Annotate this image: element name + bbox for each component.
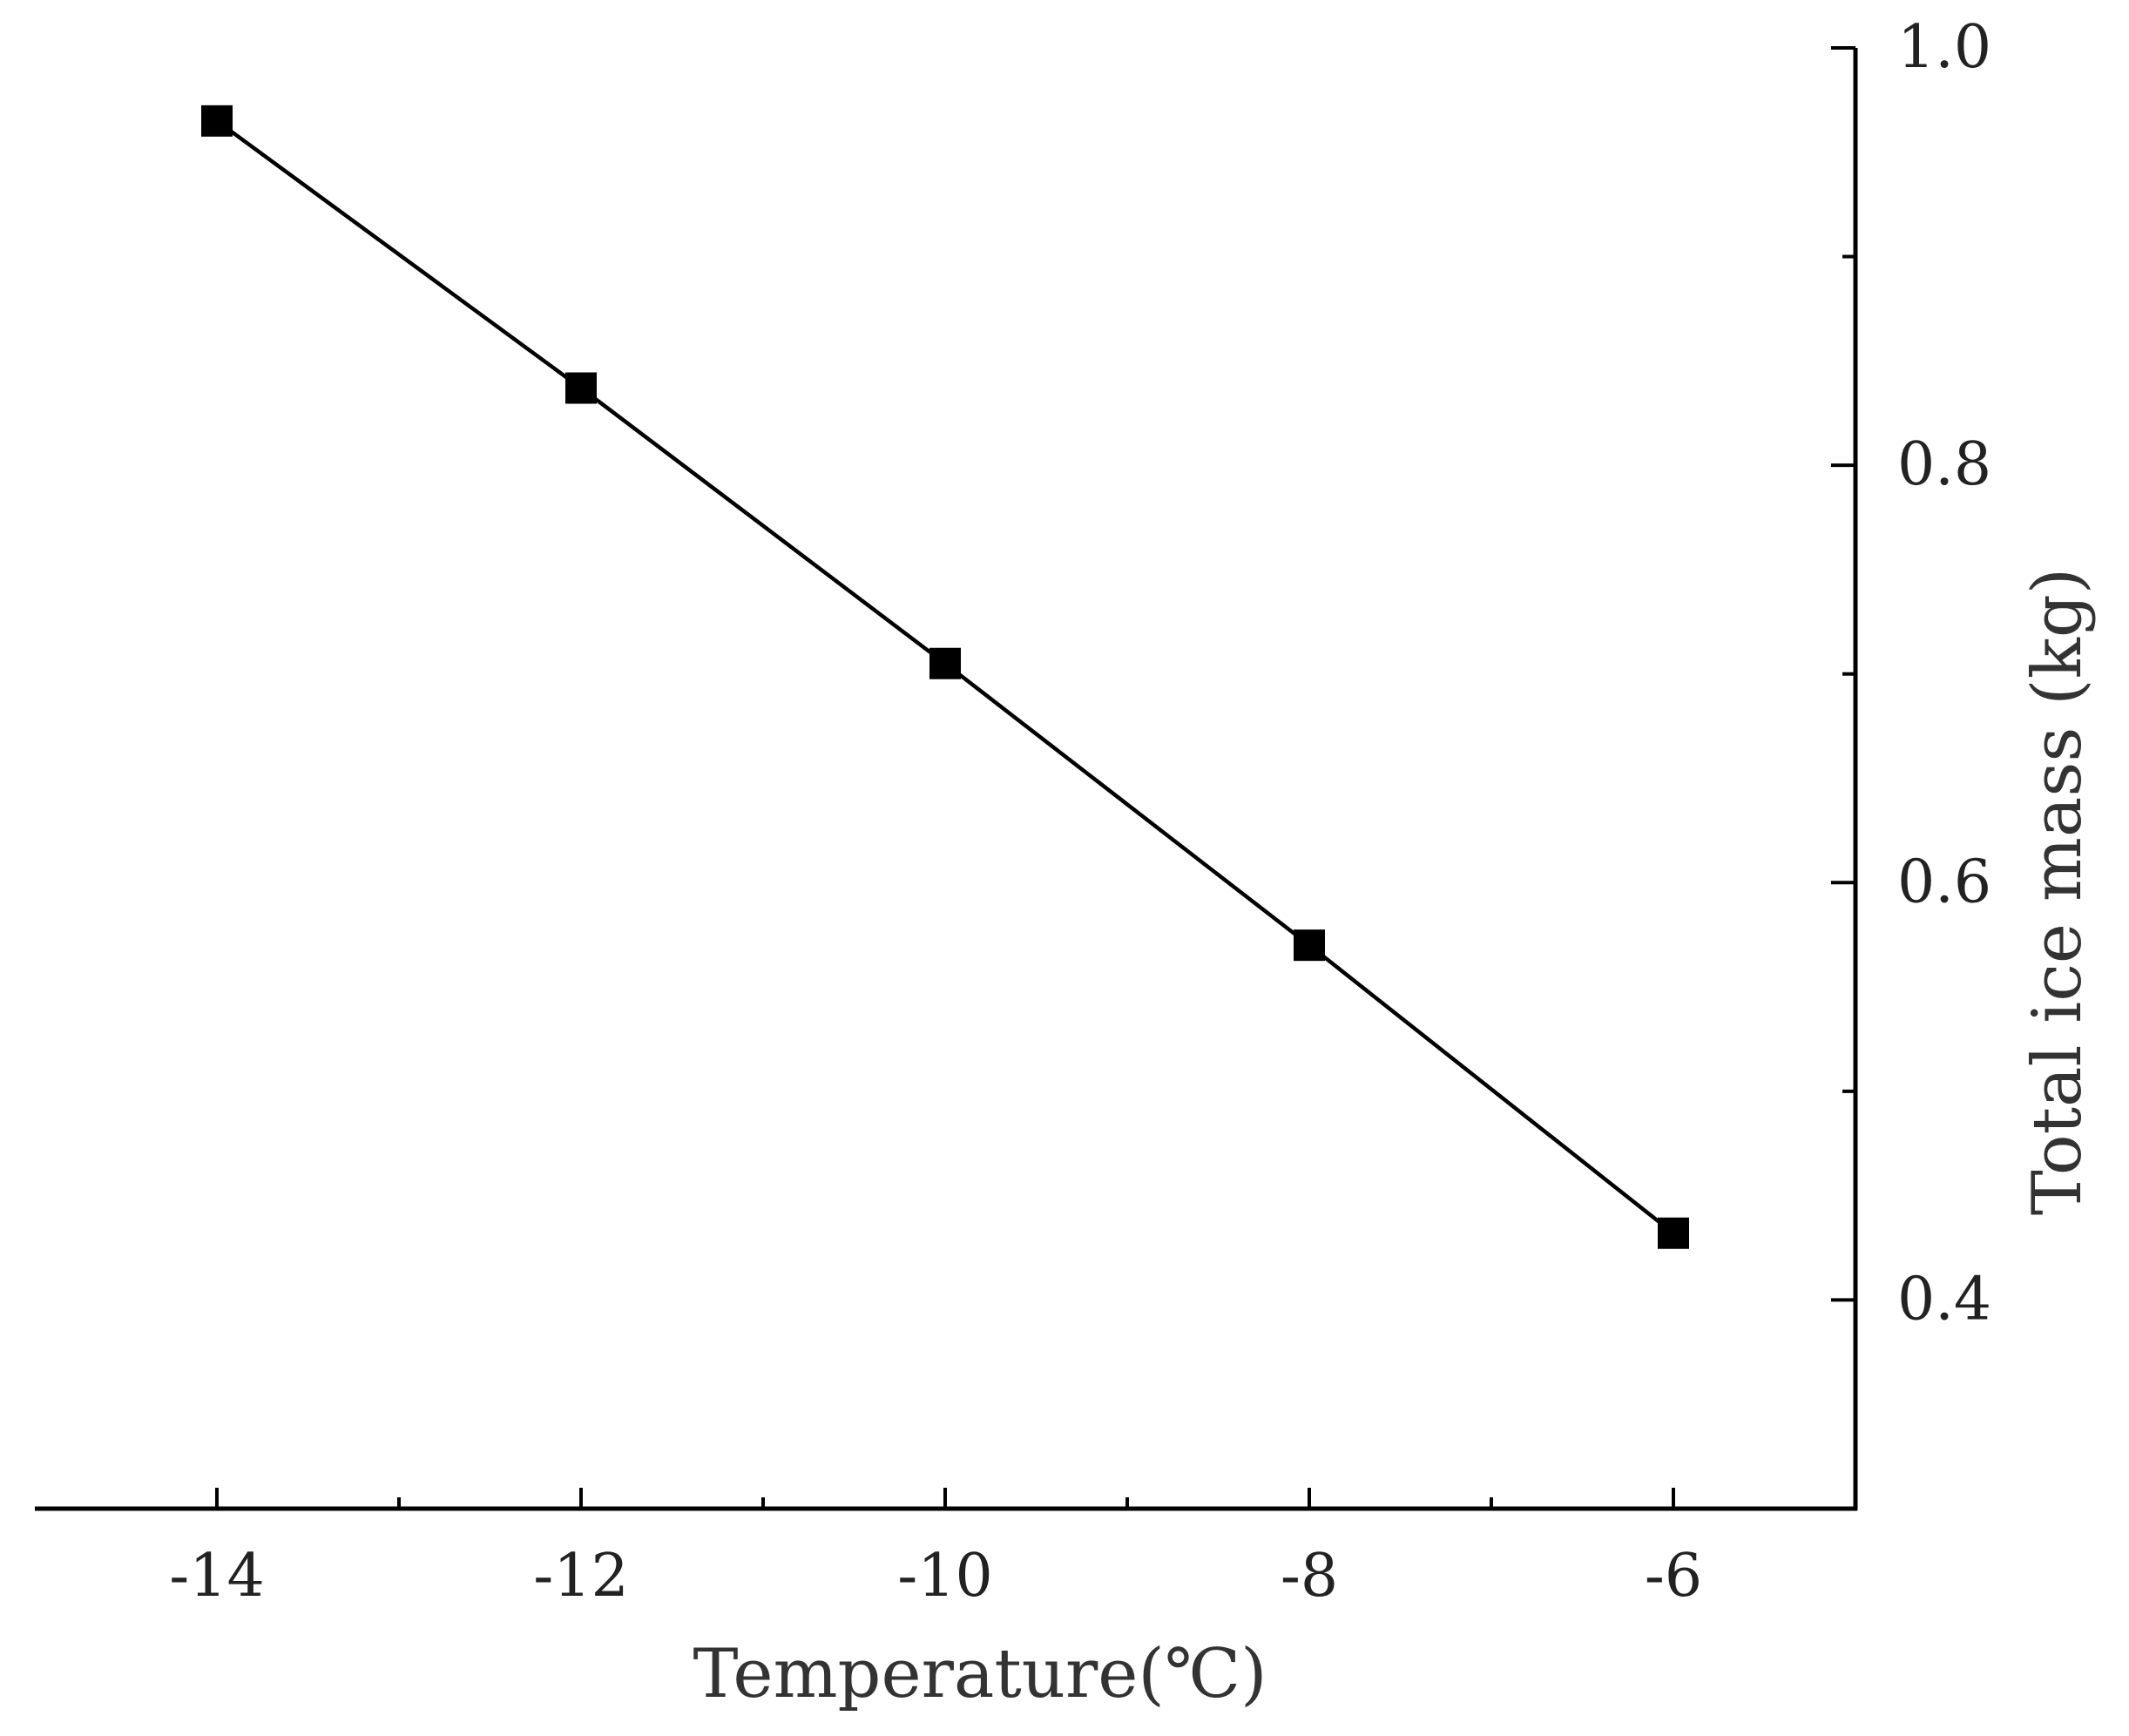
y-tick-label: 0.6 <box>1897 848 1991 916</box>
x-tick-label: -12 <box>533 1542 629 1611</box>
tick-labels: -14 -12 -10 -8 -6 0.4 0.6 0.8 1.0 <box>169 13 1991 1611</box>
x-tick-label: -8 <box>1281 1542 1338 1611</box>
y-axis-title: Total ice mass (kg) <box>2018 568 2097 1215</box>
y-tick-label: 0.8 <box>1897 430 1991 499</box>
x-tick-label: -14 <box>169 1542 265 1611</box>
y-tick-label: 1.0 <box>1897 13 1991 82</box>
axes <box>35 48 1858 1511</box>
data-point-marker <box>929 647 961 679</box>
data-series <box>201 105 1689 1249</box>
x-tick-label: -6 <box>1645 1542 1702 1611</box>
data-point-marker <box>1294 929 1325 962</box>
x-axis-title: Temperature(℃) <box>693 1635 1267 1713</box>
data-point-marker <box>565 372 597 404</box>
tick-marks <box>215 46 1855 1509</box>
y-tick-label: 0.4 <box>1897 1265 1991 1334</box>
x-tick-label: -10 <box>897 1542 993 1611</box>
data-point-marker <box>1658 1217 1689 1249</box>
data-point-marker <box>201 105 233 137</box>
